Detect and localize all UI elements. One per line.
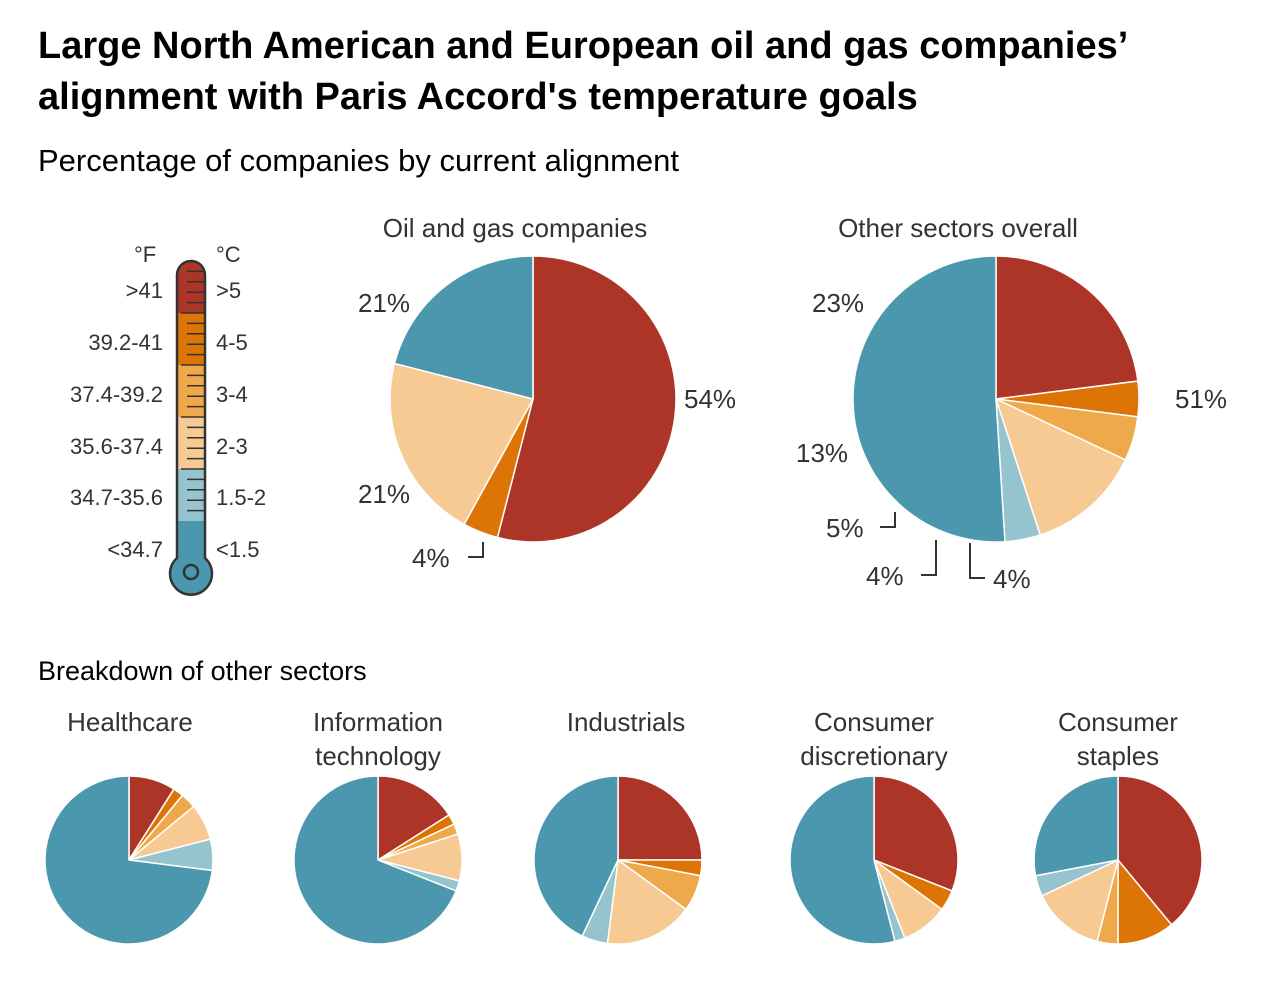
pie-slice-oil-and-gas-companies-2-3 [389,362,534,526]
chart-subtitle: Percentage of companies by current align… [38,143,679,178]
pie-title-other-sectors: Other sectors overall [838,213,1078,243]
pie-title-consumer-discretionary: Consumer discretionary [800,707,947,771]
data-label-oil-gas-above-5: 54% [684,384,736,414]
pie-slice-industrials--5 [617,775,703,861]
pie-slice-consumer-staples--5 [1117,775,1203,926]
leader-line-other-4-5 [921,540,937,576]
data-label-oil-gas-below-1-5: 21% [358,288,410,318]
thermometer-band-4-5 [170,313,212,365]
pie-slice-oil-and-gas-companies--5 [496,255,677,543]
data-label-other-3-4: 5% [826,513,864,543]
legend-fahrenheit--5: >41 [126,278,163,303]
data-label-other-4-5: 4% [866,561,904,591]
pie-slice-consumer-staples-2-3 [1041,859,1119,943]
pie-slice-consumer-discretionary--1-5 [789,775,896,945]
pie-title-healthcare: Healthcare [67,707,193,737]
thermometer-icon [168,259,214,596]
pie-title-industrials: Industrials [567,707,686,737]
legend-celsius-4-5: 4-5 [216,330,248,355]
legend-celsius--5: >5 [216,278,241,303]
thermometer-band-1-5-2 [170,469,212,521]
pie-slice-consumer-discretionary--5 [873,775,959,892]
pie-other-sectors [852,255,1140,543]
pie-information-technology [293,775,463,945]
legend-fahrenheit-3-4: 37.4-39.2 [70,382,163,407]
legend-celsius-2-3: 2-3 [216,434,248,459]
data-label-oil-gas-2-3: 21% [358,479,410,509]
pie-slice-information-technology--1-5 [293,775,457,945]
pie-slice-healthcare--1-5 [44,775,214,945]
legend-celsius-3-4: 3-4 [216,382,248,407]
thermometer-band--1-5 [170,521,212,595]
pie-slice-other-sectors-overall--5 [995,255,1139,400]
pie-slice-industrials--1-5 [533,775,619,937]
pie-consumer-discretionary [789,775,959,945]
pie-slice-other-sectors-overall--1-5 [852,255,1006,543]
chart-title-line2: alignment with Paris Accord's temperatur… [38,76,918,118]
thermometer-band-2-3 [170,417,212,469]
pie-consumer-staples [1033,775,1203,945]
legend-unit-celsius: °C [216,242,241,267]
pie-slice-oil-and-gas-companies--1-5 [393,255,534,400]
thermometer-band-3-4 [170,365,212,417]
legend-celsius-1-5-2: 1.5-2 [216,485,266,510]
pie-industrials [533,775,703,945]
pie-healthcare [44,775,214,945]
legend-unit-fahrenheit: °F [134,242,156,267]
legend-fahrenheit-1-5-2: 34.7-35.6 [70,485,163,510]
legend-fahrenheit-4-5: 39.2-41 [88,330,163,355]
pie-slice-industrials-2-3 [606,859,687,945]
data-label-oil-gas-4-5: 4% [412,543,450,573]
data-label-other-1-5-2: 4% [993,564,1031,594]
pie-slice-consumer-staples--1-5 [1033,775,1119,877]
pie-oil-gas [389,255,677,543]
pie-slice-information-technology--5 [377,775,450,861]
data-label-other-2-3: 13% [796,438,848,468]
pie-title-consumer-staples: Consumer staples [1058,707,1178,771]
thermometer-band--5 [170,261,212,313]
pie-slice-other-sectors-overall-2-3 [995,398,1127,536]
temperature-legend: °F °C >41 >5 39.2-41 4-5 37.4-39.2 3-4 35.6-37… [70,242,266,596]
legend-fahrenheit--1-5: <34.7 [107,537,163,562]
data-label-other-above-5: 23% [812,288,864,318]
pie-title-information-technology: Information technology [313,707,443,771]
leader-line-other-3-4 [880,512,896,528]
legend-celsius--1-5: <1.5 [216,537,259,562]
pie-title-oil-gas: Oil and gas companies [383,213,647,243]
chart-title-line1: Large North American and European oil an… [38,25,1128,67]
legend-fahrenheit-2-3: 35.6-37.4 [70,434,163,459]
leader-line-other-1-5-2 [969,543,985,579]
breakdown-title: Breakdown of other sectors [38,656,367,686]
leader-line-oil-gas-4-5 [468,542,484,558]
data-label-other-below-1-5: 51% [1175,384,1227,414]
